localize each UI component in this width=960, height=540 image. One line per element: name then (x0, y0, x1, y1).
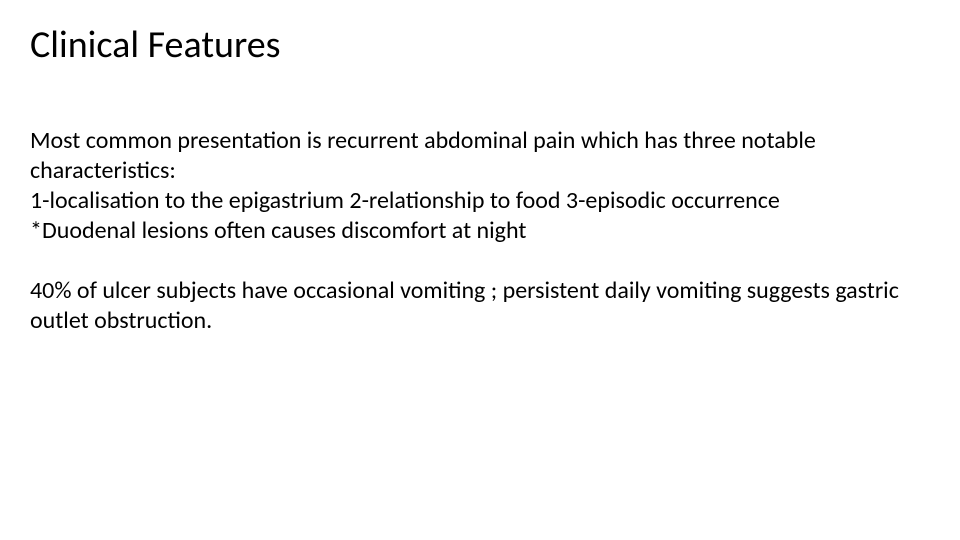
paragraph-1-line-2: 1-localisation to the epigastrium 2-rela… (30, 186, 930, 216)
paragraph-1-line-3: *Duodenal lesions often causes discomfor… (30, 216, 930, 246)
slide-body: Most common presentation is recurrent ab… (30, 126, 930, 336)
paragraph-2: 40% of ulcer subjects have occasional vo… (30, 276, 930, 336)
paragraph-1: Most common presentation is recurrent ab… (30, 126, 930, 246)
slide-container: Clinical Features Most common presentati… (0, 0, 960, 540)
paragraph-1-line-1: Most common presentation is recurrent ab… (30, 126, 930, 186)
slide-title: Clinical Features (30, 22, 930, 68)
